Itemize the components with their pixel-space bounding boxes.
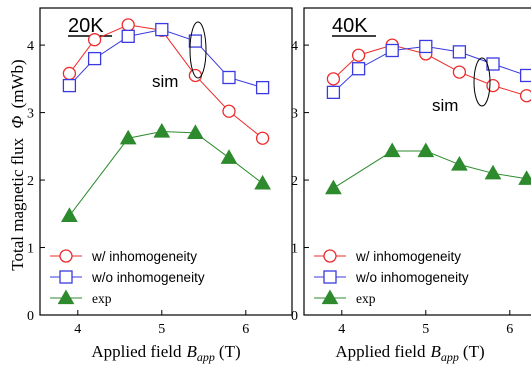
panel-20k: 0 1 2 3 4 4 5 6 20K Applied field Bapp (T) sim w/ inh… bbox=[27, 7, 293, 364]
data-point-triangle bbox=[451, 156, 468, 171]
data-point-square bbox=[419, 39, 433, 54]
data-point-square bbox=[452, 45, 467, 59]
legend-marker-circle bbox=[59, 249, 73, 263]
data-point-triangle bbox=[484, 164, 502, 180]
sim-ellipse bbox=[189, 21, 207, 79]
x-axis-label: Applied field Bapp (T) bbox=[335, 342, 484, 364]
y-tick-label: 3 bbox=[27, 107, 34, 122]
data-point-circle bbox=[326, 72, 341, 86]
y-tick-label: 2 bbox=[27, 174, 34, 189]
x-axis-label-unit: (T) bbox=[463, 342, 485, 361]
legend-label: w/o inhomogeneity bbox=[355, 270, 469, 285]
data-point-circle bbox=[62, 66, 77, 81]
data-point-square bbox=[222, 70, 236, 85]
data-point-circle bbox=[452, 65, 467, 79]
data-point-triangle bbox=[383, 142, 401, 158]
legend-label: w/o inhomogeneity bbox=[91, 270, 205, 285]
legend-marker-circle bbox=[323, 249, 337, 263]
data-point-triangle bbox=[417, 142, 435, 158]
data-point-circle bbox=[121, 18, 135, 32]
data-point-circle bbox=[255, 131, 270, 145]
legend-marker-triangle bbox=[321, 289, 339, 305]
data-point-square bbox=[188, 34, 203, 48]
data-point-triangle bbox=[518, 170, 531, 185]
plot-frame bbox=[39, 7, 293, 316]
y-tick-label: 2 bbox=[291, 174, 298, 189]
data-point-square bbox=[121, 29, 135, 43]
data-point-circle bbox=[222, 104, 236, 118]
data-point-square bbox=[62, 78, 77, 93]
panel-title: 20K bbox=[68, 15, 104, 37]
y-axis-label-symbol: Φ bbox=[8, 116, 27, 129]
data-point-triangle bbox=[325, 179, 342, 195]
series-line-triangle bbox=[333, 150, 527, 189]
x-tick-label: 4 bbox=[338, 322, 345, 337]
y-tick-label: 4 bbox=[27, 39, 34, 54]
legend-marker-square bbox=[59, 270, 73, 284]
y-axis-label-unit: (mWb) bbox=[8, 59, 27, 108]
x-tick-label: 6 bbox=[242, 322, 249, 337]
data-point-triangle bbox=[61, 207, 78, 222]
y-axis-label: Total magnetic flux Φ (mWb) bbox=[8, 59, 27, 270]
data-point-triangle bbox=[187, 124, 204, 139]
x-axis-label-symbol: B bbox=[187, 342, 198, 361]
data-point-square bbox=[385, 43, 399, 58]
data-point-triangle bbox=[220, 149, 238, 164]
x-tick-label: 4 bbox=[74, 322, 81, 337]
x-axis-label-unit: (T) bbox=[219, 342, 241, 361]
data-point-triangle bbox=[254, 174, 271, 190]
x-axis-label-text: Applied field bbox=[335, 342, 426, 361]
data-point-triangle bbox=[153, 122, 171, 138]
legend-marker-triangle bbox=[57, 289, 75, 305]
data-point-circle bbox=[351, 48, 366, 62]
data-point-square bbox=[255, 80, 270, 95]
data-point-square bbox=[351, 62, 366, 76]
data-point-square bbox=[155, 22, 169, 37]
data-point-triangle bbox=[119, 129, 137, 145]
legend-label: exp bbox=[356, 291, 376, 306]
data-point-square bbox=[87, 51, 102, 66]
x-tick-label: 6 bbox=[506, 322, 513, 337]
legend-label: w/ inhomogeneity bbox=[91, 249, 197, 264]
sim-ellipse bbox=[473, 57, 491, 107]
data-point-circle bbox=[87, 33, 102, 47]
data-point-square bbox=[326, 85, 341, 99]
series-line-triangle bbox=[69, 130, 263, 217]
y-tick-label: 4 bbox=[291, 39, 298, 54]
plot-frame bbox=[303, 7, 531, 316]
data-point-square bbox=[519, 68, 531, 83]
legend-marker-square bbox=[323, 270, 337, 284]
data-point-circle bbox=[486, 78, 500, 93]
data-point-circle bbox=[519, 89, 531, 103]
x-tick-label: 5 bbox=[422, 322, 429, 337]
y-tick-label: 1 bbox=[27, 242, 34, 257]
legend-label: exp bbox=[92, 291, 112, 306]
x-tick-label: 5 bbox=[158, 322, 165, 337]
y-axis-label-text: Total magnetic flux bbox=[8, 137, 27, 270]
legend-label: w/ inhomogeneity bbox=[355, 249, 461, 264]
x-axis-label-symbol: B bbox=[431, 342, 442, 361]
x-axis-label-subscript: app bbox=[197, 350, 215, 364]
x-axis-label-subscript: app bbox=[441, 350, 459, 364]
sim-label: sim bbox=[152, 72, 178, 91]
data-point-circle bbox=[188, 68, 203, 83]
y-tick-label: 0 bbox=[27, 309, 34, 324]
y-tick-label: 1 bbox=[291, 242, 298, 257]
x-axis-label-text: Applied field bbox=[91, 342, 182, 361]
panel-title: 40K bbox=[332, 15, 368, 37]
x-axis-label: Applied field Bapp (T) bbox=[91, 342, 240, 364]
sim-label: sim bbox=[432, 96, 458, 115]
y-tick-label: 3 bbox=[291, 107, 298, 122]
panel-40k: 0 1 2 3 4 4 5 6 40K Applied field Bapp (T) sim w/ inh… bbox=[291, 7, 531, 364]
y-tick-label: 0 bbox=[291, 309, 298, 324]
